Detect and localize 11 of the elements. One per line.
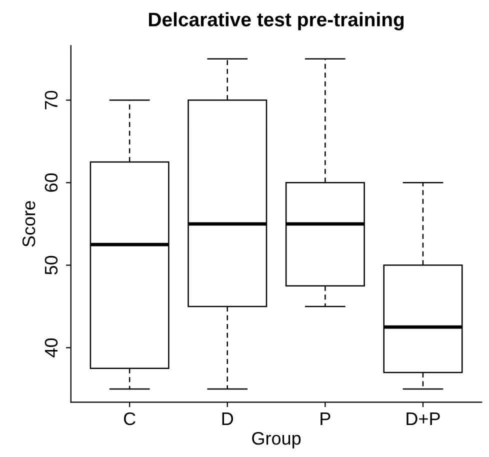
x-tick-label: D+P bbox=[406, 412, 440, 425]
x-tick-label: C bbox=[124, 412, 136, 426]
y-tick-label: 40 bbox=[44, 338, 58, 358]
x-tick-label: D bbox=[222, 412, 234, 425]
y-tick-label: 70 bbox=[44, 90, 58, 110]
y-axis-title: Score bbox=[22, 201, 36, 247]
y-tick-label: 50 bbox=[44, 256, 58, 275]
chart-title: Delcarative test pre-training bbox=[149, 12, 404, 30]
y-tick-label: 60 bbox=[44, 173, 58, 192]
x-tick-label: P bbox=[320, 412, 330, 425]
x-axis-title: Group bbox=[252, 432, 301, 448]
